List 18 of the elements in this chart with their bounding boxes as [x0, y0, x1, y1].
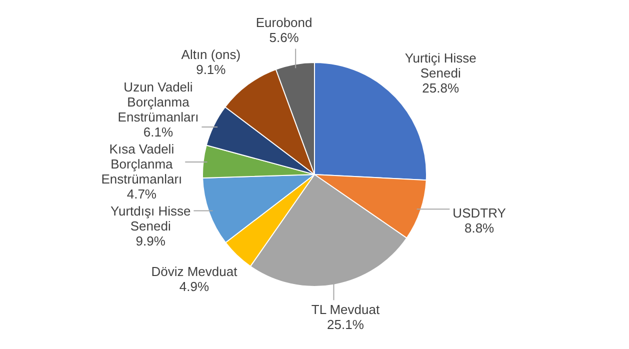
- slice-label: Altın (ons): [181, 46, 241, 62]
- data-label: 6.1%: [143, 124, 174, 140]
- slice-label: Yurtiçi Hisse Senedi: [404, 50, 476, 80]
- slice-label: TL Mevduat: [311, 302, 380, 318]
- data-label: 4.7%: [126, 186, 157, 202]
- slice-label: Eurobond: [256, 14, 312, 30]
- data-label: 9.1%: [196, 62, 226, 77]
- data-label: 8.8%: [464, 220, 495, 236]
- data-label: 5.6%: [269, 30, 300, 45]
- data-label: 25.8%: [422, 80, 460, 96]
- data-label: 25.1%: [327, 317, 364, 332]
- slice-label: Yurtdışı Hisse Senedi: [110, 203, 191, 234]
- slice-label: Uzun Vadeli Borçlanma Enstrümanları: [118, 79, 199, 124]
- slice-label: Döviz Mevduat: [151, 264, 238, 280]
- data-label: 9.9%: [136, 233, 166, 248]
- slice-label: Kısa Vadeli Borçlanma Enstrümanları: [101, 141, 182, 186]
- slice-label: USDTRY: [452, 205, 506, 220]
- data-label: 4.9%: [179, 279, 210, 294]
